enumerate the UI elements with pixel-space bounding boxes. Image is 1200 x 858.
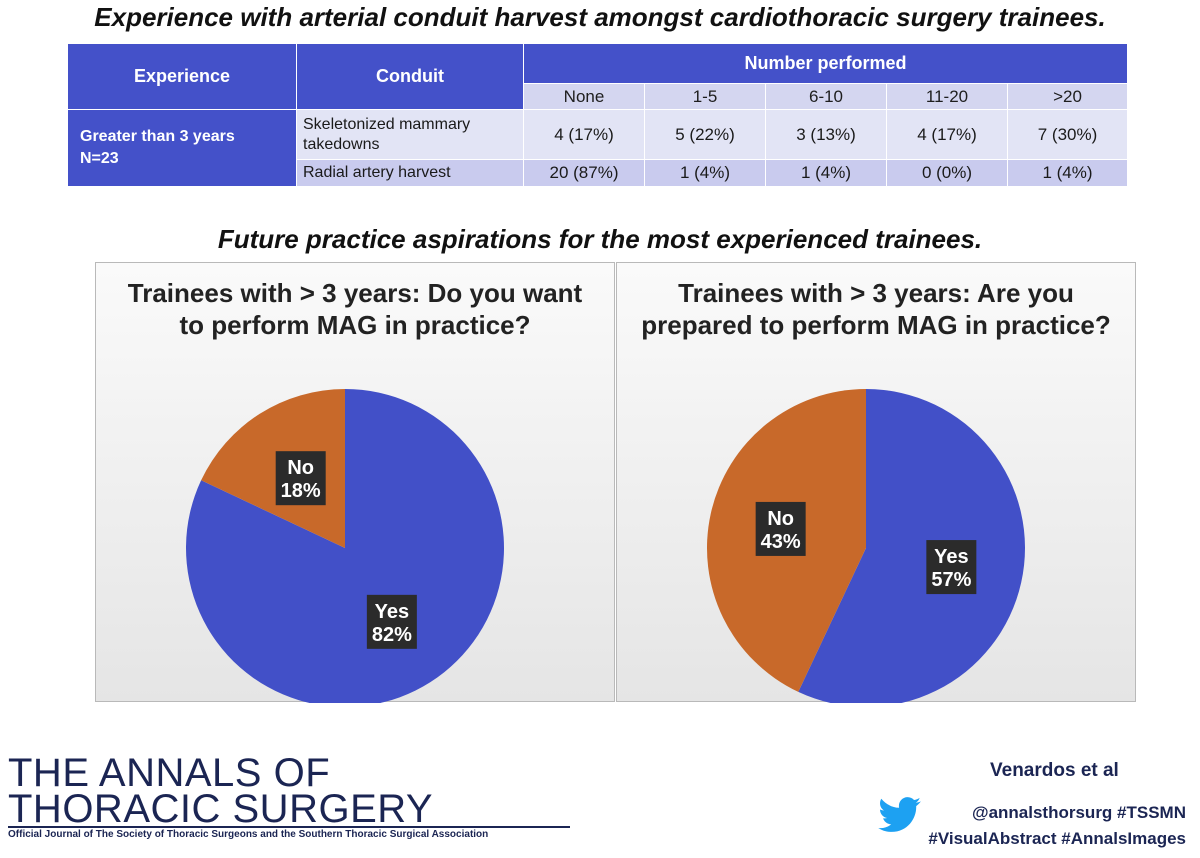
header-conduit: Conduit bbox=[296, 43, 524, 110]
bin-header: 6-10 bbox=[765, 83, 887, 110]
pie-slice-no bbox=[201, 389, 345, 548]
pie-title: Trainees with > 3 years: Do you want to … bbox=[127, 278, 583, 340]
table-cell: 1 (4%) bbox=[644, 159, 766, 187]
pie-panel-prepared: Trainees with > 3 years: Are you prepare… bbox=[616, 262, 1136, 703]
pie-label-category: No bbox=[287, 457, 314, 479]
bin-header: None bbox=[523, 83, 645, 110]
twitter-bird-icon bbox=[878, 797, 921, 832]
header-experience: Experience bbox=[67, 43, 297, 110]
group-label-line1: Greater than 3 years bbox=[80, 128, 235, 145]
group-label-line2: N=23 bbox=[80, 150, 119, 167]
journal-rule bbox=[8, 826, 570, 828]
pie-label-category: Yes bbox=[934, 546, 968, 568]
table-cell: 1 (4%) bbox=[765, 159, 887, 187]
table-row: Radial artery harvest 20 (87%) 1 (4%) 1 … bbox=[68, 159, 1129, 187]
pie-label-value: 57% bbox=[931, 569, 971, 591]
social-tags: #VisualAbstract #AnnalsImages bbox=[928, 829, 1186, 848]
pie-label-value: 82% bbox=[372, 624, 412, 646]
table-heading: Experience with arterial conduit harvest… bbox=[94, 2, 1106, 32]
table-cell: 4 (17%) bbox=[523, 109, 645, 160]
pie-slice-yes bbox=[798, 389, 1025, 703]
social-handle: @annalsthorsurg #TSSMN bbox=[972, 803, 1186, 822]
table-cell: 5 (22%) bbox=[644, 109, 766, 160]
bin-header: 1-5 bbox=[644, 83, 766, 110]
social-info: @annalsthorsurg #TSSMN #VisualAbstract #… bbox=[928, 800, 1186, 852]
table-cell: 20 (87%) bbox=[523, 159, 645, 187]
journal-logo: THE ANNALS OF THORACIC SURGERY bbox=[8, 751, 434, 831]
bin-header: >20 bbox=[1006, 83, 1129, 110]
table-cell: 4 (17%) bbox=[886, 109, 1008, 160]
group-label: Greater than 3 years N=23 bbox=[67, 109, 297, 187]
table-row: Greater than 3 years N=23 Skeletonized m… bbox=[67, 109, 1129, 187]
pie-label-value: 43% bbox=[761, 531, 801, 553]
pie-panel-want: Trainees with > 3 years: Do you want to … bbox=[95, 262, 615, 703]
pie-label-box bbox=[755, 501, 806, 556]
table-cell: 1 (4%) bbox=[1006, 159, 1129, 187]
conduit-name: Skeletonized mammary takedowns bbox=[296, 109, 524, 160]
header-number-performed: Number performed bbox=[522, 43, 1129, 84]
table-cell: 3 (13%) bbox=[765, 109, 887, 160]
journal-name-line2: THORACIC SURGERY bbox=[8, 787, 434, 831]
bin-header: 11-20 bbox=[886, 83, 1008, 110]
journal-subtitle: Official Journal of The Society of Thora… bbox=[8, 829, 489, 840]
pie-label-category: Yes bbox=[375, 601, 409, 623]
table-cell: 7 (30%) bbox=[1006, 109, 1129, 160]
pie-label-box bbox=[275, 451, 326, 506]
pie-label-box bbox=[366, 594, 417, 649]
pie-label-box bbox=[926, 540, 977, 595]
conduit-name: Radial artery harvest bbox=[296, 159, 524, 187]
pie-label-category: No bbox=[767, 508, 794, 530]
pies-heading: Future practice aspirations for the most… bbox=[217, 224, 983, 254]
pie-slice-yes bbox=[186, 389, 504, 703]
experience-table: Experience Conduit Number performed None… bbox=[67, 43, 1129, 187]
pie-title: Trainees with > 3 years: Are you prepare… bbox=[641, 278, 1111, 340]
journal-name-line1: THE ANNALS OF bbox=[8, 751, 331, 795]
pie-label-value: 18% bbox=[281, 480, 321, 502]
author-credit: Venardos et al bbox=[990, 760, 1119, 781]
table-cell: 0 (0%) bbox=[886, 159, 1008, 187]
